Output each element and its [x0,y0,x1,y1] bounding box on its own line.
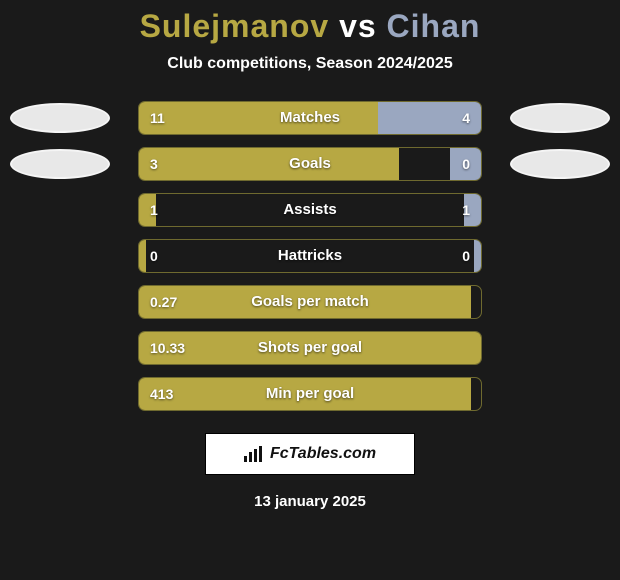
player1-badge [10,103,110,133]
player1-value: 3 [150,147,158,181]
player2-value: 0 [462,147,470,181]
logo-box: FcTables.com [205,433,415,475]
player2-value: 0 [462,239,470,273]
player1-value: 1 [150,193,158,227]
stat-row: 114Matches [0,101,620,135]
logo-text: FcTables.com [270,445,376,463]
logo-bars-icon [244,446,264,462]
vs-text: vs [339,8,377,44]
stat-track [138,285,482,319]
stat-track [138,239,482,273]
date-text: 13 january 2025 [0,493,620,510]
player1-value: 0 [150,239,158,273]
stat-row: 413Min per goal [0,377,620,411]
player1-badge [10,149,110,179]
stat-track [138,377,482,411]
subtitle: Club competitions, Season 2024/2025 [0,55,620,73]
stat-track [138,331,482,365]
stat-track [138,101,482,135]
player1-fill [139,332,481,364]
stat-row: 11Assists [0,193,620,227]
player1-fill [139,286,471,318]
player2-value: 1 [462,193,470,227]
stat-row: 30Goals [0,147,620,181]
stat-row: 00Hattricks [0,239,620,273]
player2-fill [474,240,481,272]
player1-value: 413 [150,377,173,411]
player2-badge [510,149,610,179]
comparison-title: Sulejmanov vs Cihan [0,0,620,45]
player2-badge [510,103,610,133]
stat-track [138,147,482,181]
player1-fill [139,378,471,410]
stat-row: 10.33Shots per goal [0,331,620,365]
player2-value: 4 [462,101,470,135]
player1-value: 0.27 [150,285,177,319]
player1-name: Sulejmanov [140,8,330,44]
player1-fill [139,240,146,272]
player1-fill [139,148,399,180]
stat-row: 0.27Goals per match [0,285,620,319]
player2-name: Cihan [387,8,481,44]
player1-fill [139,102,378,134]
stats-chart: 114Matches30Goals11Assists00Hattricks0.2… [0,101,620,411]
player1-value: 10.33 [150,331,185,365]
stat-track [138,193,482,227]
player1-value: 11 [150,101,165,135]
